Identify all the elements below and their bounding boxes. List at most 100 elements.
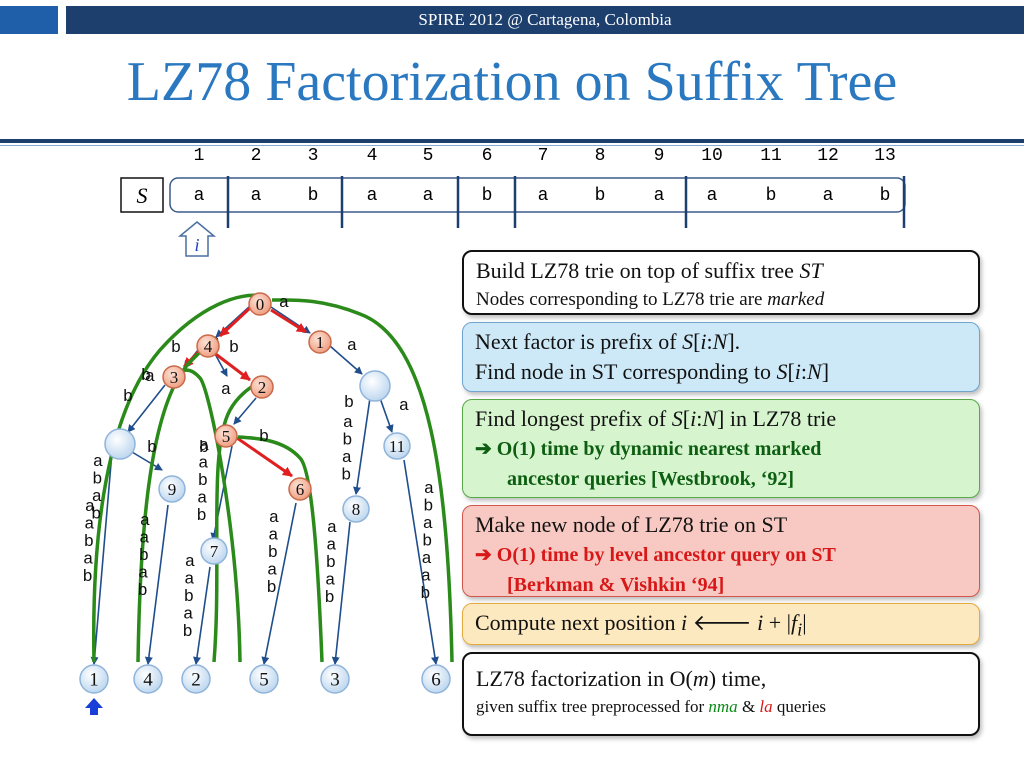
path-labels: ababaababaababaababababababaabaababaabab…	[82, 414, 434, 642]
path-label-char: a	[85, 498, 95, 517]
leaf-node: 4	[133, 664, 163, 694]
tree-edges	[90, 306, 439, 665]
path-label-char: a	[184, 571, 194, 590]
svg-text:4: 4	[204, 337, 213, 356]
title-divider	[0, 139, 1024, 143]
conference-label: SPIRE 2012 @ Cartagena, Colombia	[418, 10, 672, 29]
left-arrow-icon: 🡐	[687, 610, 758, 635]
arrow-icon: ➔	[475, 544, 492, 566]
edge-label: b	[259, 428, 269, 447]
position-number: 8	[595, 146, 606, 166]
path-label-char: b	[137, 582, 147, 601]
path-label-char: a	[84, 516, 94, 535]
path-label-char: b	[422, 533, 432, 552]
path-label-char: b	[82, 568, 92, 587]
string-char: b	[595, 186, 606, 206]
string-char: b	[482, 186, 493, 206]
leaf-node: 3	[320, 664, 350, 694]
path-label-char: a	[185, 553, 195, 572]
path-label-char: b	[420, 585, 430, 604]
leaf-node: 1	[79, 664, 109, 694]
path-label-char: b	[184, 588, 194, 607]
path-label-char: b	[91, 506, 101, 525]
position-number: 6	[482, 146, 493, 166]
path-label-char: b	[196, 507, 206, 526]
slide-title: LZ78 Factorization on Suffix Tree	[126, 51, 898, 113]
path-label-char: a	[139, 530, 149, 549]
path-label-char: a	[199, 437, 209, 456]
svg-text:5: 5	[222, 427, 231, 446]
svg-text:7: 7	[210, 542, 219, 561]
path-label-char: b	[182, 623, 192, 642]
box-build-trie: Build LZ78 trie on top of suffix tree ST…	[462, 250, 980, 315]
svg-text:5: 5	[259, 670, 269, 691]
position-number: 4	[367, 146, 378, 166]
path-label-char: a	[325, 572, 335, 591]
internal-node	[359, 370, 391, 402]
path-label-char: b	[326, 554, 336, 573]
edge-label: a	[221, 381, 231, 400]
svg-text:6: 6	[431, 670, 441, 691]
path-label-char: b	[342, 432, 352, 451]
position-number: 2	[251, 146, 262, 166]
position-numbers: 1 2 3 4 5 6 7 8 9 10 11 12 13	[194, 146, 896, 166]
trie-node: 0	[248, 292, 272, 316]
path-label-char: b	[84, 533, 94, 552]
edge-label: b	[229, 339, 239, 358]
path-label-char: a	[421, 550, 431, 569]
box-next-factor: Next factor is prefix of S[i:N]. Find no…	[462, 322, 980, 392]
box-longest-prefix: Find longest prefix of S[i:N] in LZ78 tr…	[462, 399, 980, 498]
leaf-node: 6	[421, 664, 451, 694]
edge-label: b	[171, 339, 181, 358]
position-number: 1	[194, 146, 205, 166]
path-label-char: a	[269, 509, 279, 528]
path-label-char: a	[268, 527, 278, 546]
path-label-char: b	[268, 544, 278, 563]
svg-text:0: 0	[256, 295, 265, 314]
path-label-char: a	[343, 414, 353, 433]
path-label-char: a	[198, 455, 208, 474]
svg-text:11: 11	[389, 437, 405, 456]
path-label-char: b	[341, 467, 351, 486]
path-label-char: a	[183, 606, 193, 625]
trie-node: 5	[214, 424, 238, 448]
path-label-char: a	[92, 488, 102, 507]
edge-label: b	[199, 439, 209, 458]
svg-text:4: 4	[143, 670, 153, 691]
path-label-char: a	[197, 490, 207, 509]
path-label-char: a	[421, 568, 431, 587]
internal-node: 9	[158, 475, 186, 503]
leaf-nodes: 1 4 2 5 3 6	[79, 664, 451, 694]
svg-text:3: 3	[170, 368, 179, 387]
header-bar	[66, 6, 1024, 34]
position-number: 9	[654, 146, 665, 166]
internal-nodes: 11 9 8 7	[104, 370, 411, 565]
position-number: 7	[538, 146, 549, 166]
string-char: a	[251, 186, 262, 206]
path-label-char: a	[83, 551, 93, 570]
path-label-char: a	[138, 565, 148, 584]
path-label-char: b	[92, 471, 102, 490]
path-label-char: a	[326, 537, 336, 556]
path-label-char: a	[424, 480, 434, 499]
edge-label: b	[147, 439, 157, 458]
internal-node: 8	[342, 495, 370, 523]
position-number: 5	[423, 146, 434, 166]
path-label-char: a	[342, 449, 352, 468]
edge-label: a	[145, 368, 155, 387]
current-leaf-marker	[85, 698, 103, 715]
string-char: a	[707, 186, 718, 206]
edge-label: a	[399, 397, 409, 416]
header-accent-block	[0, 6, 58, 34]
svg-text:3: 3	[330, 670, 340, 691]
position-number: 10	[701, 146, 723, 166]
trie-nodes: 0 1 4 3 2 5 6	[162, 292, 332, 501]
arrow-icon: ➔	[475, 438, 492, 460]
box-new-node: Make new node of LZ78 trie on ST ➔ O(1) …	[462, 505, 980, 597]
internal-node: 7	[200, 537, 228, 565]
string-char: b	[880, 186, 891, 206]
path-label-char: a	[140, 512, 150, 531]
svg-text:2: 2	[258, 378, 267, 397]
